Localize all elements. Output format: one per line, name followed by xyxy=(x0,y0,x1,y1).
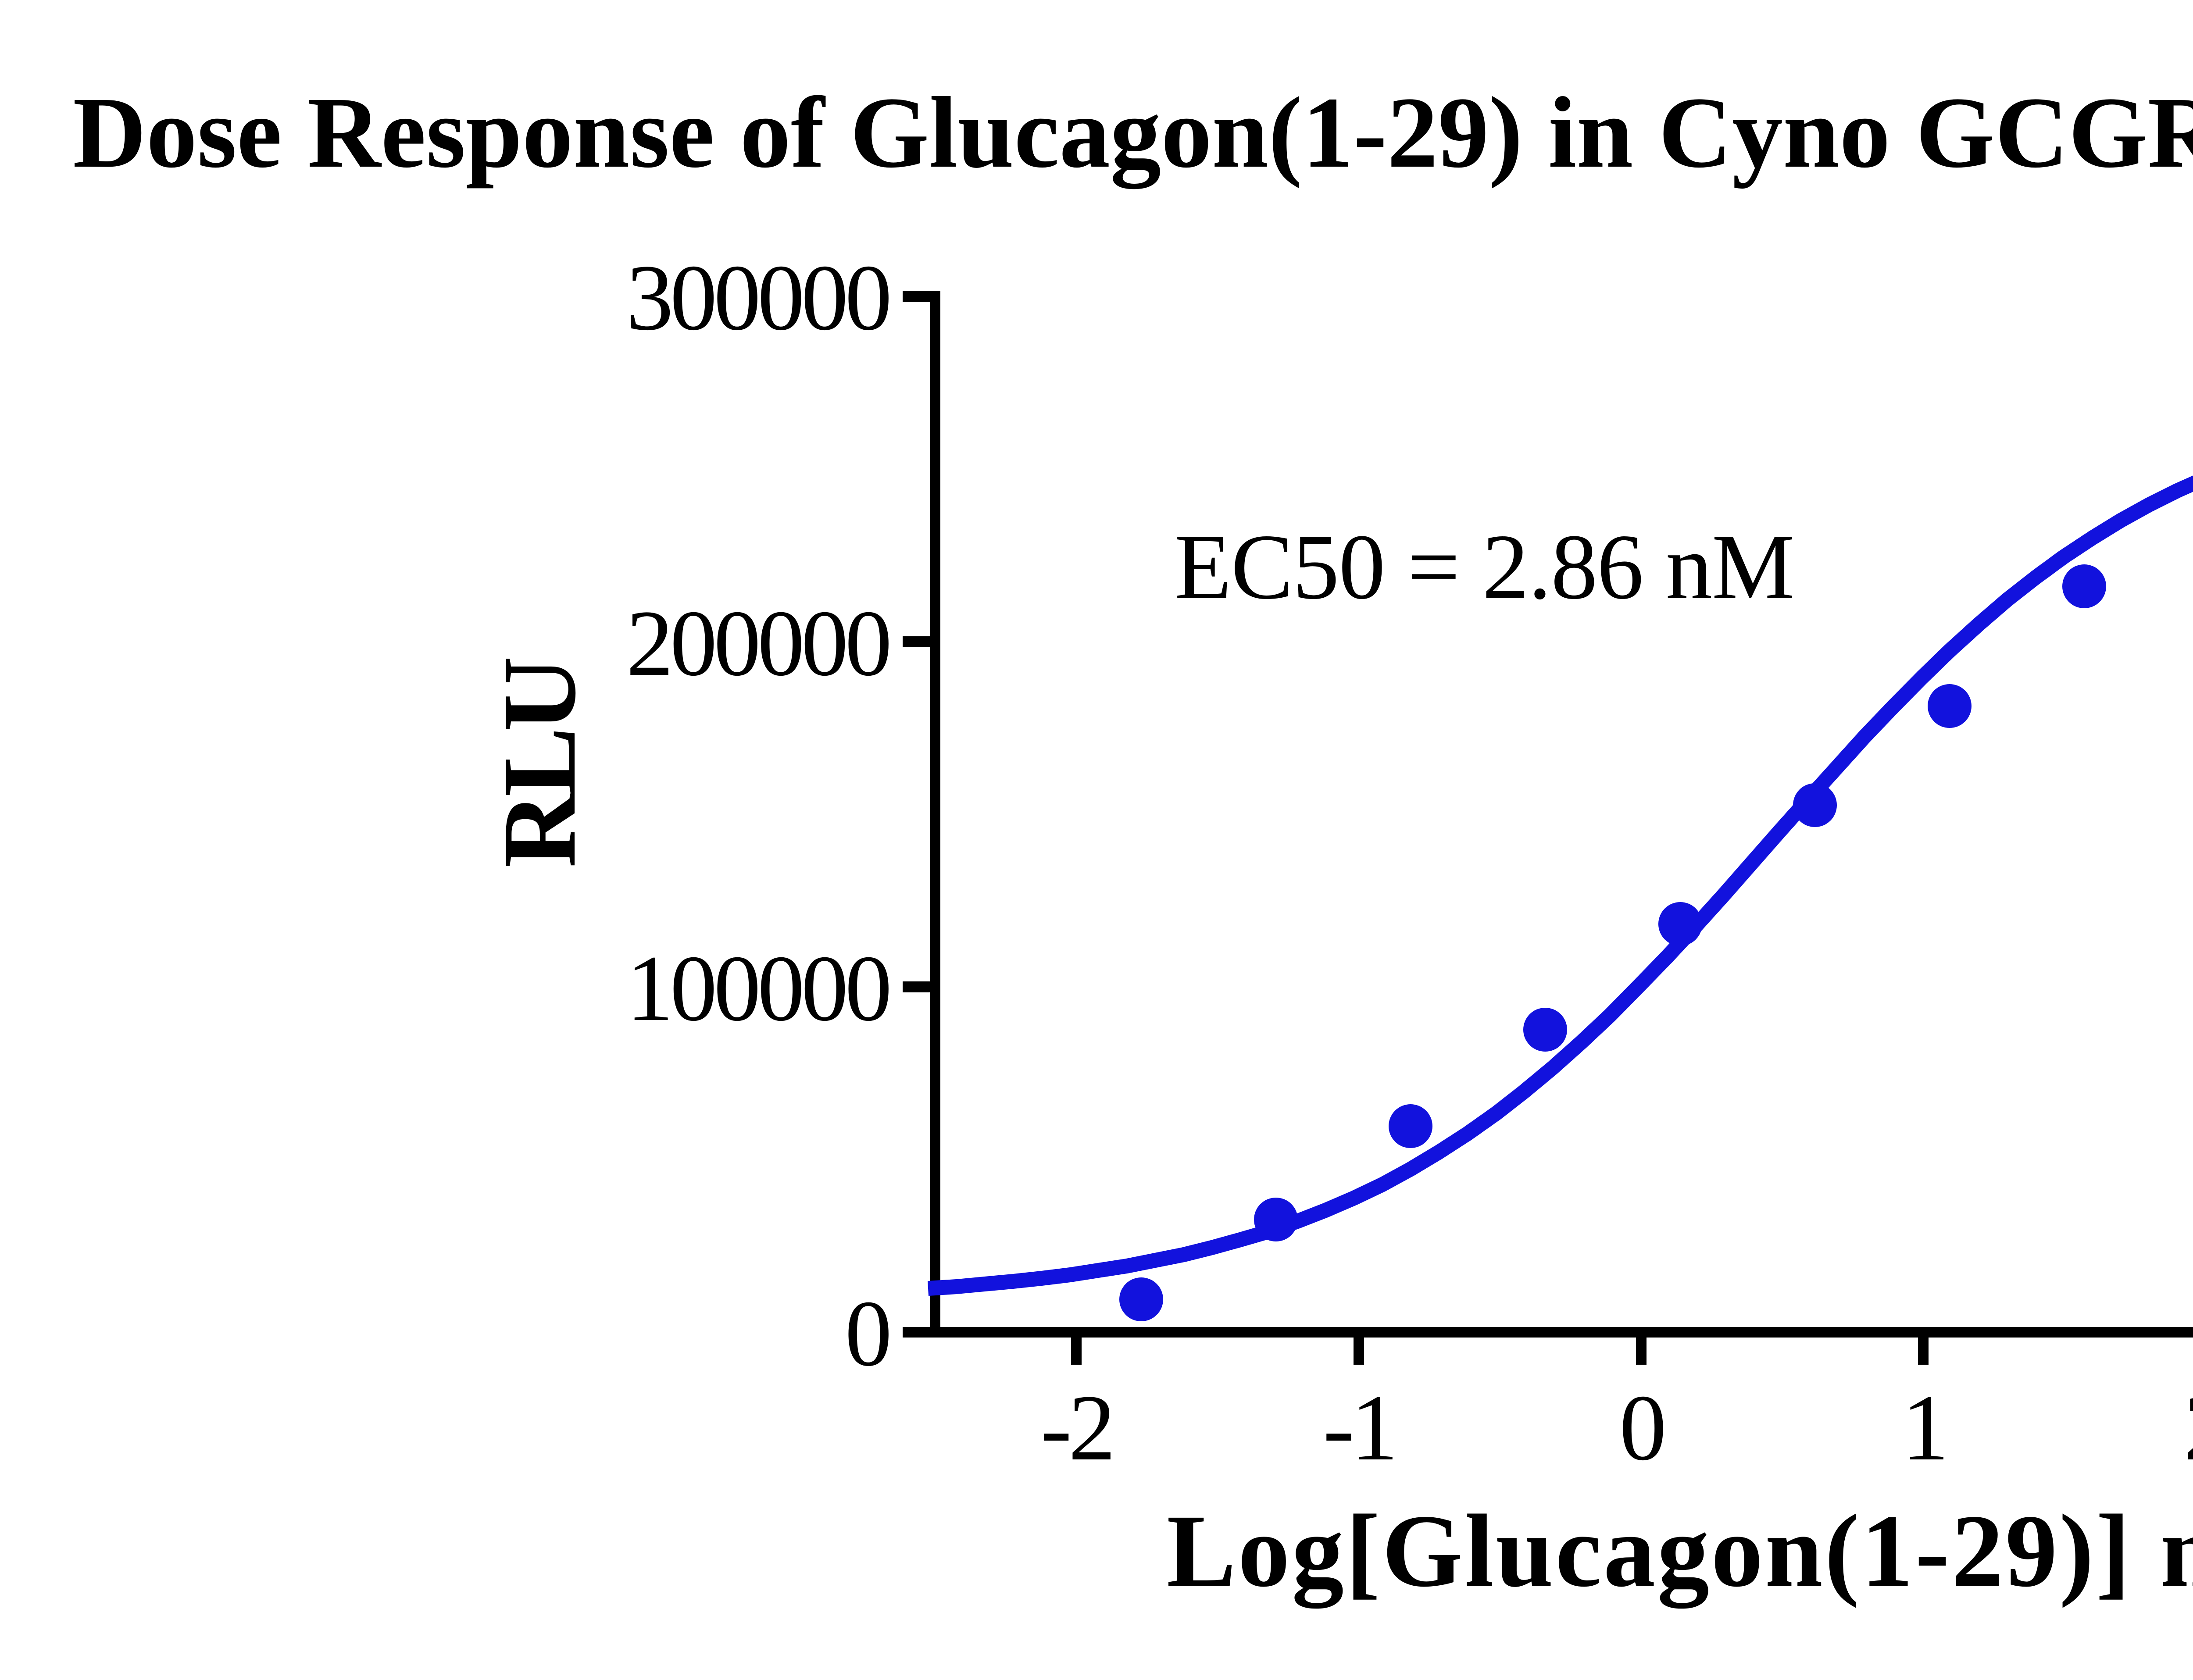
svg-text:Dose Response of Glucagon(1-29: Dose Response of Glucagon(1-29) in Cyno … xyxy=(73,76,2193,189)
svg-text:200000: 200000 xyxy=(626,591,889,696)
svg-text:-1: -1 xyxy=(1323,1375,1394,1480)
svg-text:0: 0 xyxy=(845,1281,889,1386)
svg-text:1: 1 xyxy=(1902,1375,1946,1480)
svg-text:300000: 300000 xyxy=(626,245,889,350)
svg-text:100000: 100000 xyxy=(626,936,889,1041)
svg-text:-2: -2 xyxy=(1040,1375,1112,1480)
svg-text:0: 0 xyxy=(1619,1375,1663,1480)
svg-text:EC50 = 2.86 nM: EC50 = 2.86 nM xyxy=(1175,515,1794,619)
svg-text:Log[Glucagon(1-29)] nM: Log[Glucagon(1-29)] nM xyxy=(1167,1494,2193,1609)
svg-text:2: 2 xyxy=(2184,1375,2193,1480)
svg-text:RLU: RLU xyxy=(481,659,597,868)
